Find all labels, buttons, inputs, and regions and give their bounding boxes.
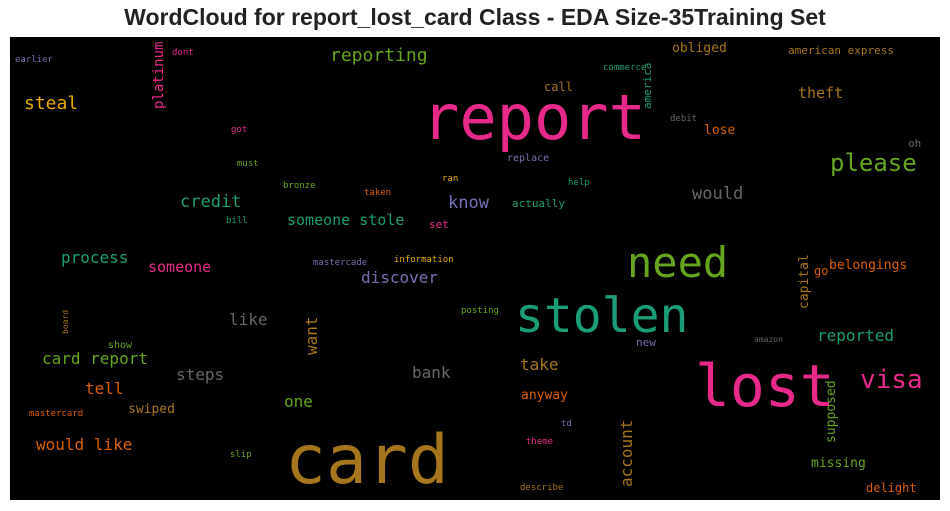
word-dont: dont	[172, 48, 194, 58]
word-mastercard: mastercard	[29, 409, 84, 419]
word-steps: steps	[176, 365, 225, 384]
word-information: information	[394, 255, 454, 265]
word-posting: posting	[461, 306, 499, 316]
word-mastercade: mastercade	[313, 258, 368, 268]
word-american-express: american express	[788, 44, 894, 57]
word-discover: discover	[361, 268, 439, 287]
word-america: america	[641, 62, 654, 109]
word-ran: ran	[442, 174, 459, 184]
word-know: know	[448, 193, 489, 213]
word-show: show	[108, 340, 133, 351]
word-anyway: anyway	[521, 388, 568, 403]
word-please: please	[830, 149, 917, 177]
word-earlier: earlier	[15, 55, 53, 65]
word-one: one	[284, 392, 313, 411]
word-got: got	[231, 125, 248, 135]
word-bronze: bronze	[283, 181, 316, 191]
word-swiped: swiped	[128, 402, 175, 417]
word-slip: slip	[230, 450, 252, 460]
word-theme: theme	[526, 437, 554, 447]
word-board: board	[61, 309, 70, 334]
word-bank: bank	[412, 363, 451, 382]
word-someone-stole: someone stole	[287, 211, 405, 229]
word-someone: someone	[148, 258, 212, 276]
word-would: would	[692, 184, 744, 204]
word-lost: lost	[695, 352, 835, 420]
word-missing: missing	[811, 456, 866, 471]
word-new: new	[636, 336, 656, 349]
word-cloud-canvas: report card lost stolen need visa please report…	[10, 37, 940, 500]
word-commerce: commerce	[603, 63, 647, 73]
word-card-report: card report	[42, 349, 148, 368]
word-describe: describe	[520, 483, 564, 493]
word-replace: replace	[507, 153, 550, 164]
word-process: process	[61, 248, 129, 267]
word-oh: oh	[908, 137, 922, 150]
word-theft: theft	[798, 84, 844, 102]
word-supposed: supposed	[824, 380, 839, 443]
word-tell: tell	[85, 379, 124, 398]
word-platinum: platinum	[151, 41, 167, 109]
chart-title: WordCloud for report_lost_card Class - E…	[124, 4, 826, 30]
word-go: go	[814, 264, 829, 278]
word-delight: delight	[866, 481, 917, 495]
word-set: set	[429, 218, 449, 231]
word-credit: credit	[180, 192, 242, 212]
word-visa: visa	[860, 365, 923, 395]
word-td: td	[561, 419, 572, 429]
word-bill: bill	[226, 216, 248, 226]
word-obliged: obliged	[672, 41, 727, 56]
word-reported: reported	[817, 326, 895, 345]
word-actually: actually	[512, 197, 565, 210]
word-take: take	[520, 355, 559, 374]
word-steal: steal	[24, 93, 79, 114]
word-reporting: reporting	[330, 45, 428, 66]
word-need: need	[627, 238, 729, 287]
word-belongings: belongings	[829, 258, 908, 273]
word-report: report	[422, 81, 646, 154]
word-amazon: amazon	[754, 335, 783, 344]
word-card: card	[285, 421, 449, 500]
word-stolen: stolen	[515, 288, 689, 344]
word-would-like: would like	[36, 435, 133, 454]
word-like: like	[229, 310, 268, 329]
word-must: must	[237, 159, 259, 169]
word-lose: lose	[704, 123, 736, 138]
word-want: want	[302, 316, 321, 355]
word-account: account	[617, 419, 636, 487]
word-capital: capital	[797, 254, 812, 309]
word-call: call	[544, 80, 573, 94]
word-help: help	[568, 178, 590, 188]
word-taken: taken	[364, 188, 392, 198]
word-debit: debit	[670, 114, 698, 124]
